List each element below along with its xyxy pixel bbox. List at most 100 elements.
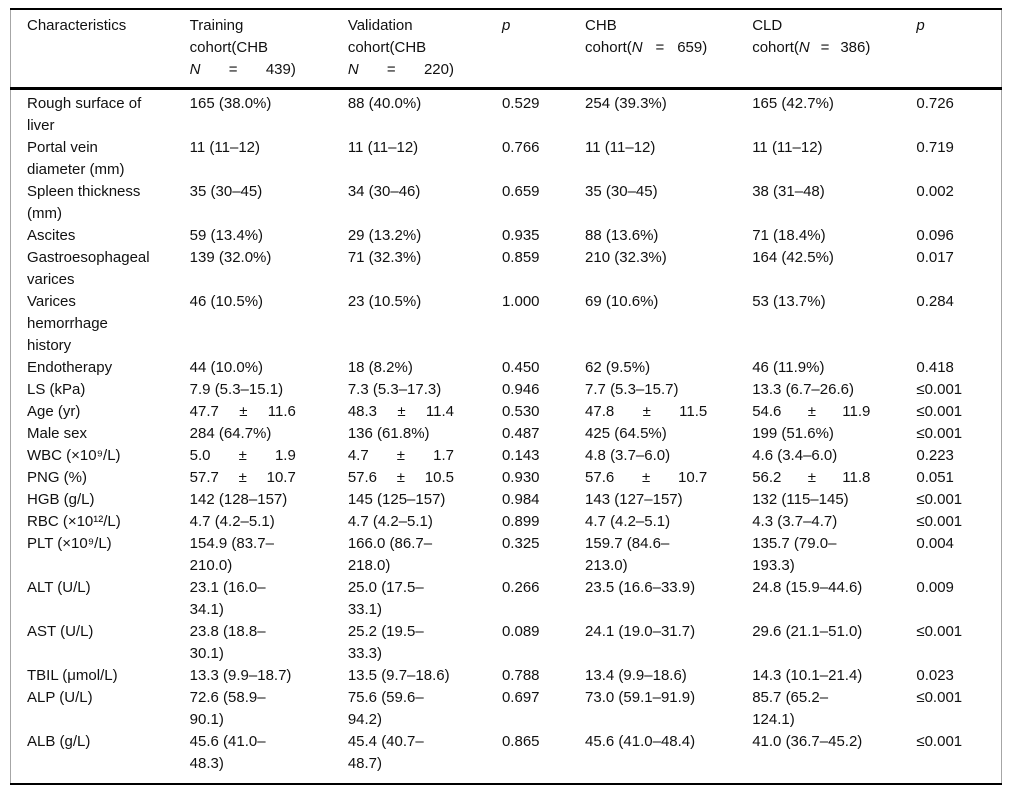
p-chb-cld-cell: 0.017 xyxy=(916,249,954,266)
chb-value-cell: 143 (127–157) xyxy=(585,491,683,508)
validation-value-cell: 29 (13.2%) xyxy=(347,227,422,244)
chb-value-cell: 24.1 (19.0–31.7) xyxy=(585,623,696,640)
training-value-cell: 23.8 (18.8–30.1) xyxy=(189,623,266,662)
cld-value-cell: 14.3 (10.1–21.4) xyxy=(752,667,863,684)
validation-value-cell: 145 (125–157) xyxy=(347,491,446,508)
characteristic-cell: WBC (×10⁹/L) xyxy=(27,447,121,464)
training-value-cell: 46 (10.5%) xyxy=(189,293,264,310)
table-row: RBC (×10¹²/L) 4.7 (4.2–5.1) 4.7 (4.2–5.1) 0… xyxy=(11,511,1002,533)
characteristic-cell: PLT (×10⁹/L) xyxy=(27,535,112,552)
p-chb-cld-cell: ≤0.001 xyxy=(916,513,963,530)
cld-value-cell: 11 (11–12) xyxy=(752,139,823,156)
cld-value-cell: 13.3 (6.7–26.6) xyxy=(752,381,854,398)
table-row: LS (kPa) 7.9 (5.3–15.1) 7.3 (5.3–17.3) 0.94… xyxy=(11,379,1002,401)
validation-value-cell: 11 (11–12) xyxy=(347,139,419,156)
characteristic-cell: Male sex xyxy=(27,425,88,442)
characteristic-cell: HGB (g/L) xyxy=(27,491,95,508)
chb-value-cell: 159.7 (84.6–213.0) xyxy=(585,535,670,574)
p-train-val-cell: 0.859 xyxy=(501,249,540,266)
table-row: PNG (%) 57.7 ± 10.7 57.6 ± 10.5 0.930 57.6 ±… xyxy=(11,467,1002,489)
header-sample-size: cohort(N = 659) xyxy=(585,39,708,56)
validation-value-cell: 166.0 (86.7–218.0) xyxy=(347,535,433,574)
validation-value-cell: 57.6 ± 10.5 xyxy=(347,469,454,486)
p-train-val-cell: 0.450 xyxy=(501,359,540,376)
training-value-cell: 44 (10.0%) xyxy=(189,359,264,376)
table-row: Ascites 59 (13.4%) 29 (13.2%) 0.935 88 (13.6… xyxy=(11,225,1002,247)
p-train-val-cell: 1.000 xyxy=(501,293,540,310)
characteristic-cell: Rough surface of liver xyxy=(27,95,142,134)
p-chb-cld-cell: 0.726 xyxy=(916,95,954,112)
validation-value-cell: 18 (8.2%) xyxy=(347,359,413,376)
p-train-val-cell: 0.766 xyxy=(501,139,540,156)
header-line: cohort(CHB xyxy=(189,39,269,56)
training-value-cell: 7.9 (5.3–15.1) xyxy=(189,381,284,398)
training-value-cell: 45.6 (41.0–48.3) xyxy=(189,733,266,772)
p-train-val-cell: 0.325 xyxy=(501,535,540,552)
col-header-training-cohort: Training cohort(CHB N = 439) xyxy=(189,9,348,90)
header-line: Training xyxy=(189,17,244,34)
validation-value-cell: 45.4 (40.7–48.7) xyxy=(347,733,424,772)
table-row: HGB (g/L) 142 (128–157) 145 (125–157) 0.984… xyxy=(11,489,1002,511)
table-row: ALP (U/L) 72.6 (58.9–90.1) 75.6 (59.6–94.2… xyxy=(11,687,1002,731)
training-value-cell: 5.0 ± 1.9 xyxy=(189,447,296,464)
col-header-cld-cohort: CLD cohort(N = 386) xyxy=(752,9,917,90)
validation-value-cell: 71 (32.3%) xyxy=(347,249,422,266)
validation-value-cell: 7.3 (5.3–17.3) xyxy=(347,381,442,398)
p-chb-cld-cell: 0.223 xyxy=(916,447,954,464)
characteristic-cell: Gastroesophageal varices xyxy=(27,249,150,288)
header-text: Characteristics xyxy=(27,17,127,34)
chb-value-cell: 210 (32.3%) xyxy=(585,249,667,266)
cld-value-cell: 132 (115–145) xyxy=(752,491,849,508)
validation-value-cell: 88 (40.0%) xyxy=(347,95,422,112)
chb-value-cell: 69 (10.6%) xyxy=(585,293,659,310)
cld-value-cell: 164 (42.5%) xyxy=(752,249,834,266)
p-train-val-cell: 0.659 xyxy=(501,183,540,200)
p-chb-cld-cell: 0.009 xyxy=(916,579,954,596)
p-train-val-cell: 0.930 xyxy=(501,469,540,486)
table-row: Male sex 284 (64.7%) 136 (61.8%) 0.487 425 (… xyxy=(11,423,1002,445)
validation-value-cell: 75.6 (59.6–94.2) xyxy=(347,689,424,728)
characteristic-cell: Ascites xyxy=(27,227,76,244)
cld-value-cell: 53 (13.7%) xyxy=(752,293,826,310)
characteristic-cell: Endotherapy xyxy=(27,359,113,376)
p-chb-cld-cell: ≤0.001 xyxy=(916,733,963,750)
chb-value-cell: 73.0 (59.1–91.9) xyxy=(585,689,696,706)
validation-value-cell: 48.3 ± 11.4 xyxy=(347,403,454,420)
col-header-p-chb-cld: p xyxy=(916,9,1002,90)
p-chb-cld-cell: 0.284 xyxy=(916,293,954,310)
header-text: p xyxy=(916,17,925,34)
chb-value-cell: 254 (39.3%) xyxy=(585,95,667,112)
chb-value-cell: 45.6 (41.0–48.4) xyxy=(585,733,696,750)
p-chb-cld-cell: ≤0.001 xyxy=(916,403,963,420)
chb-value-cell: 425 (64.5%) xyxy=(585,425,667,442)
characteristic-cell: PNG (%) xyxy=(27,469,87,486)
cld-value-cell: 56.2 ± 11.8 xyxy=(752,469,871,486)
col-header-p-train-val: p xyxy=(501,9,586,90)
p-train-val-cell: 0.529 xyxy=(501,95,540,112)
header-sample-size: N = 439) xyxy=(189,61,296,78)
table-row: ALT (U/L) 23.1 (16.0–34.1) 25.0 (17.5–33.1… xyxy=(11,577,1002,621)
characteristic-cell: Spleen thickness (mm) xyxy=(27,183,141,222)
characteristic-cell: AST (U/L) xyxy=(27,623,94,640)
training-value-cell: 11 (11–12) xyxy=(189,139,260,156)
characteristic-cell: Portal vein diameter (mm) xyxy=(27,139,125,178)
p-chb-cld-cell: 0.004 xyxy=(916,535,954,552)
validation-value-cell: 25.0 (17.5–33.1) xyxy=(347,579,424,618)
training-value-cell: 59 (13.4%) xyxy=(189,227,264,244)
table-row: Age (yr) 47.7 ± 11.6 48.3 ± 11.4 0.530 47.8 … xyxy=(11,401,1002,423)
chb-value-cell: 4.8 (3.7–6.0) xyxy=(585,447,671,464)
p-train-val-cell: 0.899 xyxy=(501,513,540,530)
characteristic-cell: ALB (g/L) xyxy=(27,733,91,750)
header-line: CLD xyxy=(752,17,783,34)
chb-value-cell: 88 (13.6%) xyxy=(585,227,659,244)
validation-value-cell: 23 (10.5%) xyxy=(347,293,422,310)
p-train-val-cell: 0.089 xyxy=(501,623,540,640)
cld-value-cell: 29.6 (21.1–51.0) xyxy=(752,623,863,640)
cld-value-cell: 135.7 (79.0–193.3) xyxy=(752,535,837,574)
p-train-val-cell: 0.697 xyxy=(501,689,540,706)
training-value-cell: 142 (128–157) xyxy=(189,491,288,508)
cld-value-cell: 165 (42.7%) xyxy=(752,95,834,112)
cld-value-cell: 199 (51.6%) xyxy=(752,425,834,442)
characteristic-cell: RBC (×10¹²/L) xyxy=(27,513,121,530)
p-chb-cld-cell: ≤0.001 xyxy=(916,425,963,442)
